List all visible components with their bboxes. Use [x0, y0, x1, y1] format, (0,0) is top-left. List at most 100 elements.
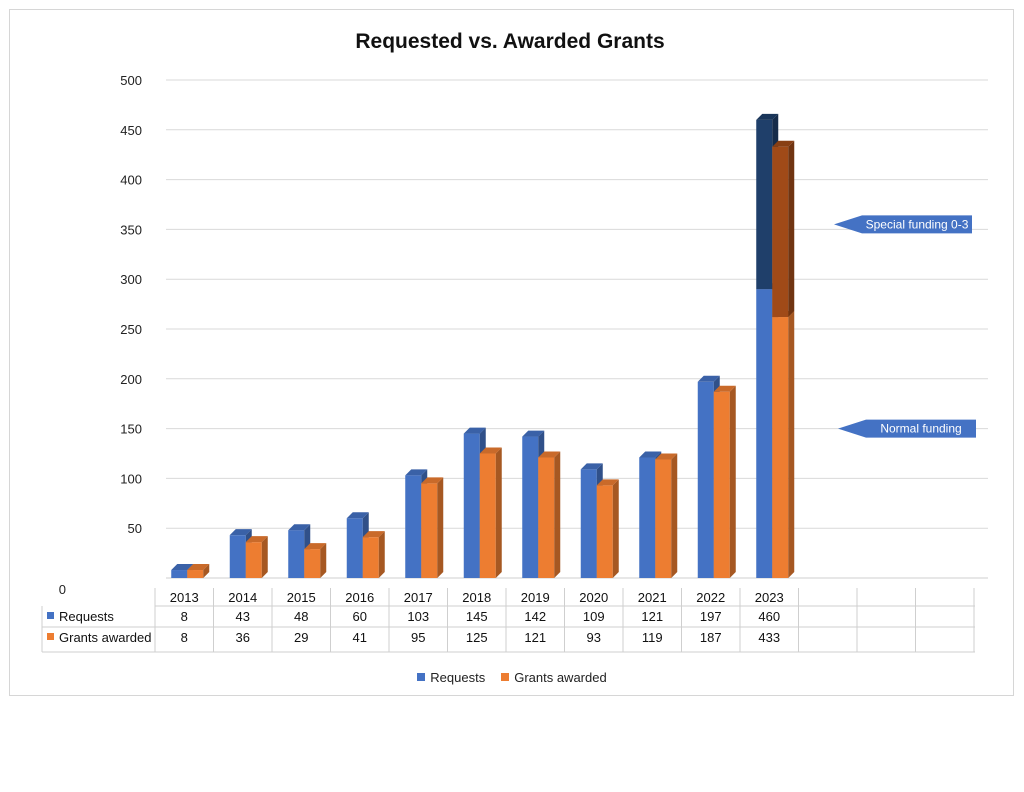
data-label: 48: [294, 609, 308, 624]
bar-grants-side: [729, 385, 736, 578]
y-tick-label: 400: [120, 173, 142, 188]
bar-requests-top: [288, 524, 311, 531]
bar-grants-top: [538, 451, 561, 458]
legend-swatch: [417, 673, 426, 681]
x-tick-label: 2017: [404, 590, 433, 605]
data-label: 95: [411, 630, 425, 645]
bar-grants-front: [187, 570, 204, 578]
bar-requests-front: [346, 518, 363, 578]
legend-item: Requests: [417, 670, 485, 685]
bar-grants-front: [362, 537, 379, 578]
bar-grants-side: [554, 451, 561, 578]
x-tick-label: 2023: [755, 590, 784, 605]
bar-grants-side: [320, 543, 327, 578]
data-label: 103: [407, 609, 429, 624]
chart-title: Requested vs. Awarded Grants: [355, 30, 665, 53]
bar-grants-top: [655, 453, 678, 460]
bar-requests-front: [697, 381, 714, 578]
bar-requests-top: [522, 430, 545, 437]
y-tick-label: 300: [120, 272, 142, 287]
x-tick-label: 2014: [228, 590, 257, 605]
data-label: 121: [524, 630, 546, 645]
bar-grants-special-side: [788, 140, 795, 318]
y-tick-label: 100: [120, 471, 142, 486]
bar-grants-special-front: [772, 146, 789, 318]
table-legend-swatch: [47, 612, 54, 619]
bar-requests-special-top: [756, 113, 779, 120]
bar-requests-top: [697, 375, 720, 382]
legend: Requests Grants awarded: [0, 669, 1024, 685]
data-label: 109: [583, 609, 605, 624]
y-tick-label: 0: [59, 582, 66, 597]
table-series-name: Requests: [59, 609, 114, 624]
bar-grants-normal-front: [772, 317, 789, 578]
data-label: 36: [236, 630, 250, 645]
bar-grants-side: [671, 453, 678, 578]
y-tick-label: 250: [120, 322, 142, 337]
bar-grants-side: [437, 477, 444, 578]
y-tick-label: 450: [120, 123, 142, 138]
data-label: 41: [353, 630, 367, 645]
bar-grants-side: [495, 447, 502, 578]
data-label: 125: [466, 630, 488, 645]
x-tick-label: 2015: [287, 590, 316, 605]
bar-requests-front: [171, 570, 188, 578]
bar-grants-front: [245, 542, 262, 578]
y-tick-label: 500: [120, 73, 142, 88]
annotation-label: Normal funding: [880, 422, 961, 436]
data-label: 43: [236, 609, 250, 624]
x-tick-label: 2019: [521, 590, 550, 605]
annotation-label: Special funding 0-3: [866, 217, 969, 231]
annotation-arrow: [834, 215, 972, 234]
bar-grants-side: [378, 531, 385, 578]
bar-requests-front: [405, 475, 422, 578]
bar-requests-front: [580, 469, 597, 578]
bar-requests-normal-front: [756, 289, 773, 578]
data-label: 29: [294, 630, 308, 645]
data-label: 93: [587, 630, 601, 645]
bar-grants-top: [596, 479, 619, 486]
data-label: 142: [524, 609, 546, 624]
chart-frame: [9, 9, 1014, 696]
bar-grants-normal-side: [788, 311, 795, 578]
x-tick-label: 2022: [696, 590, 725, 605]
data-label: 8: [181, 609, 188, 624]
table-series-name: Grants awarded: [59, 630, 152, 645]
x-tick-label: 2020: [579, 590, 608, 605]
x-tick-label: 2016: [345, 590, 374, 605]
x-tick-label: 2018: [462, 590, 491, 605]
y-tick-label: 350: [120, 222, 142, 237]
bar-requests-front: [639, 457, 656, 578]
legend-item: Grants awarded: [501, 670, 607, 685]
bar-grants-front: [538, 457, 555, 578]
data-label: 119: [642, 630, 663, 645]
bar-requests-top: [346, 512, 369, 519]
bar-grants-front: [596, 485, 613, 578]
x-tick-label: 2021: [638, 590, 667, 605]
bar-grants-front: [655, 459, 672, 578]
legend-swatch: [501, 673, 510, 681]
bar-requests-top: [405, 469, 428, 476]
bar-grants-side: [261, 536, 268, 578]
data-label: 121: [641, 609, 663, 624]
bar-requests-front: [463, 433, 480, 578]
annotation-arrow: [838, 419, 976, 438]
bar-grants-top: [421, 477, 444, 484]
bar-grants-front: [304, 549, 321, 578]
bar-grants-front: [479, 453, 496, 578]
y-tick-label: 50: [128, 521, 142, 536]
bar-requests-front: [522, 436, 539, 578]
data-label: 60: [353, 609, 367, 624]
bar-grants-front: [713, 391, 730, 578]
bar-requests-top: [580, 463, 603, 470]
legend-label: Grants awarded: [514, 669, 607, 685]
data-label: 197: [700, 609, 722, 624]
data-label: 145: [466, 609, 488, 624]
bar-grants-side: [612, 479, 619, 578]
bar-grants-top: [362, 531, 385, 538]
bar-requests-special-front: [756, 119, 773, 290]
data-label: 460: [758, 609, 780, 624]
legend-label: Requests: [430, 669, 486, 685]
bar-requests-top: [229, 529, 252, 536]
